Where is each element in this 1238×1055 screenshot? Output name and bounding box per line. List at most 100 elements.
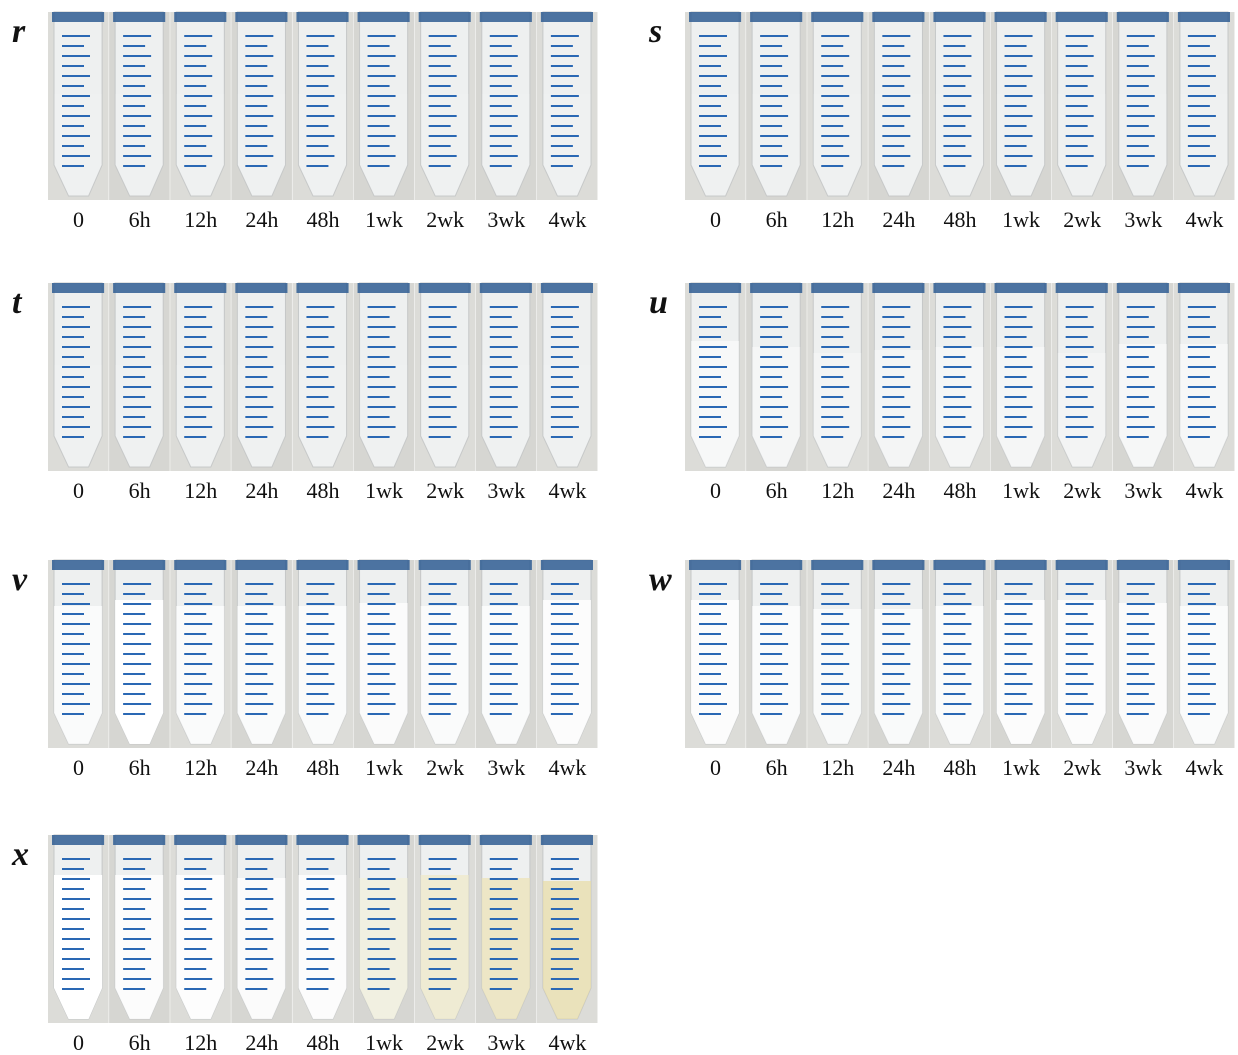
tube-cap [1117,12,1169,22]
time-label: 48h [307,755,340,780]
tube-photo [354,283,415,471]
time-label: 2wk [1063,207,1101,232]
time-label: 0 [710,755,721,780]
tube-cap [689,283,741,293]
tube-photo [537,12,598,200]
time-label: 0 [710,207,721,232]
time-label: 1wk [365,207,403,232]
tube-cap [235,283,287,293]
tube-cap [113,835,165,845]
tube-photo [537,560,598,748]
tube-cap [811,12,863,22]
tube-photo [476,12,537,200]
tube-photo [476,835,537,1023]
time-label: 1wk [365,478,403,503]
tube-photo [868,560,929,748]
tube-photo [231,12,292,200]
tube-photo [1174,560,1235,748]
tube-contents [115,600,163,744]
tube-cap [811,283,863,293]
time-label: 3wk [1124,755,1162,780]
time-label: 0 [710,478,721,503]
time-label: 3wk [1124,478,1162,503]
tube-photo [170,560,231,748]
tube-contents [1058,353,1106,467]
tube-photo [1174,12,1235,200]
tube-photo [415,835,476,1023]
time-label: 3wk [487,1030,525,1055]
tube-contents [543,600,591,744]
tube-contents [115,875,163,1019]
tube-photo [292,12,353,200]
tube-photo [476,560,537,748]
tube-photo [48,283,109,471]
time-label: 1wk [1002,478,1040,503]
time-label: 1wk [1002,207,1040,232]
tube-photo [170,283,231,471]
time-label: 6h [129,478,151,503]
tube-photo [48,560,109,748]
tube-photo [48,835,109,1023]
time-label: 48h [307,478,340,503]
tube-cap [235,560,287,570]
time-label: 6h [766,207,788,232]
tube-cap [358,560,410,570]
tube-photo [1113,12,1174,200]
time-label: 24h [245,755,278,780]
tube-photo [746,283,807,471]
time-label: 6h [129,755,151,780]
tube-cap [296,835,348,845]
tube-cap [750,283,802,293]
tube-photo [292,835,353,1023]
time-label: 2wk [1063,755,1101,780]
tube-photo [537,835,598,1023]
tube-photo [109,12,170,200]
tube-contents [997,600,1045,744]
tube-photo [991,283,1052,471]
time-label: 2wk [426,755,464,780]
time-label: 2wk [1063,478,1101,503]
tube-cap [52,835,104,845]
tube-cap [419,560,471,570]
tube-photo [354,560,415,748]
tube-photo [354,12,415,200]
time-label: 3wk [487,755,525,780]
tube-contents [1180,344,1228,467]
tube-cap [995,560,1047,570]
tube-cap [174,835,226,845]
tube-photo [746,560,807,748]
tube-cap [480,560,532,570]
time-label: 24h [245,478,278,503]
tube-photo [292,560,353,748]
tube-photo [109,283,170,471]
tube-cap [235,12,287,22]
time-label: 4wk [548,478,586,503]
tube-photo [292,283,353,471]
time-label: 6h [129,207,151,232]
time-label: 0 [73,1030,84,1055]
panel-letter: u [649,284,668,321]
tube-cap [811,560,863,570]
time-label: 24h [882,755,915,780]
tube-photo [1174,283,1235,471]
tube-cap [52,12,104,22]
time-label: 12h [184,478,217,503]
tube-contents [691,341,739,467]
tube-cap [750,12,802,22]
time-label: 12h [821,755,854,780]
tube-photo [354,835,415,1023]
tube-contents [1058,600,1106,744]
tube-contents [298,875,346,1019]
tube-cap [1178,283,1230,293]
tube-photo [807,560,868,748]
time-label: 4wk [1185,755,1223,780]
tube-photo [415,560,476,748]
tube-photo [537,283,598,471]
tube-cap [419,12,471,22]
tube-photo [415,12,476,200]
tube-cap [1117,560,1169,570]
tube-photo [170,12,231,200]
tube-cap [358,283,410,293]
